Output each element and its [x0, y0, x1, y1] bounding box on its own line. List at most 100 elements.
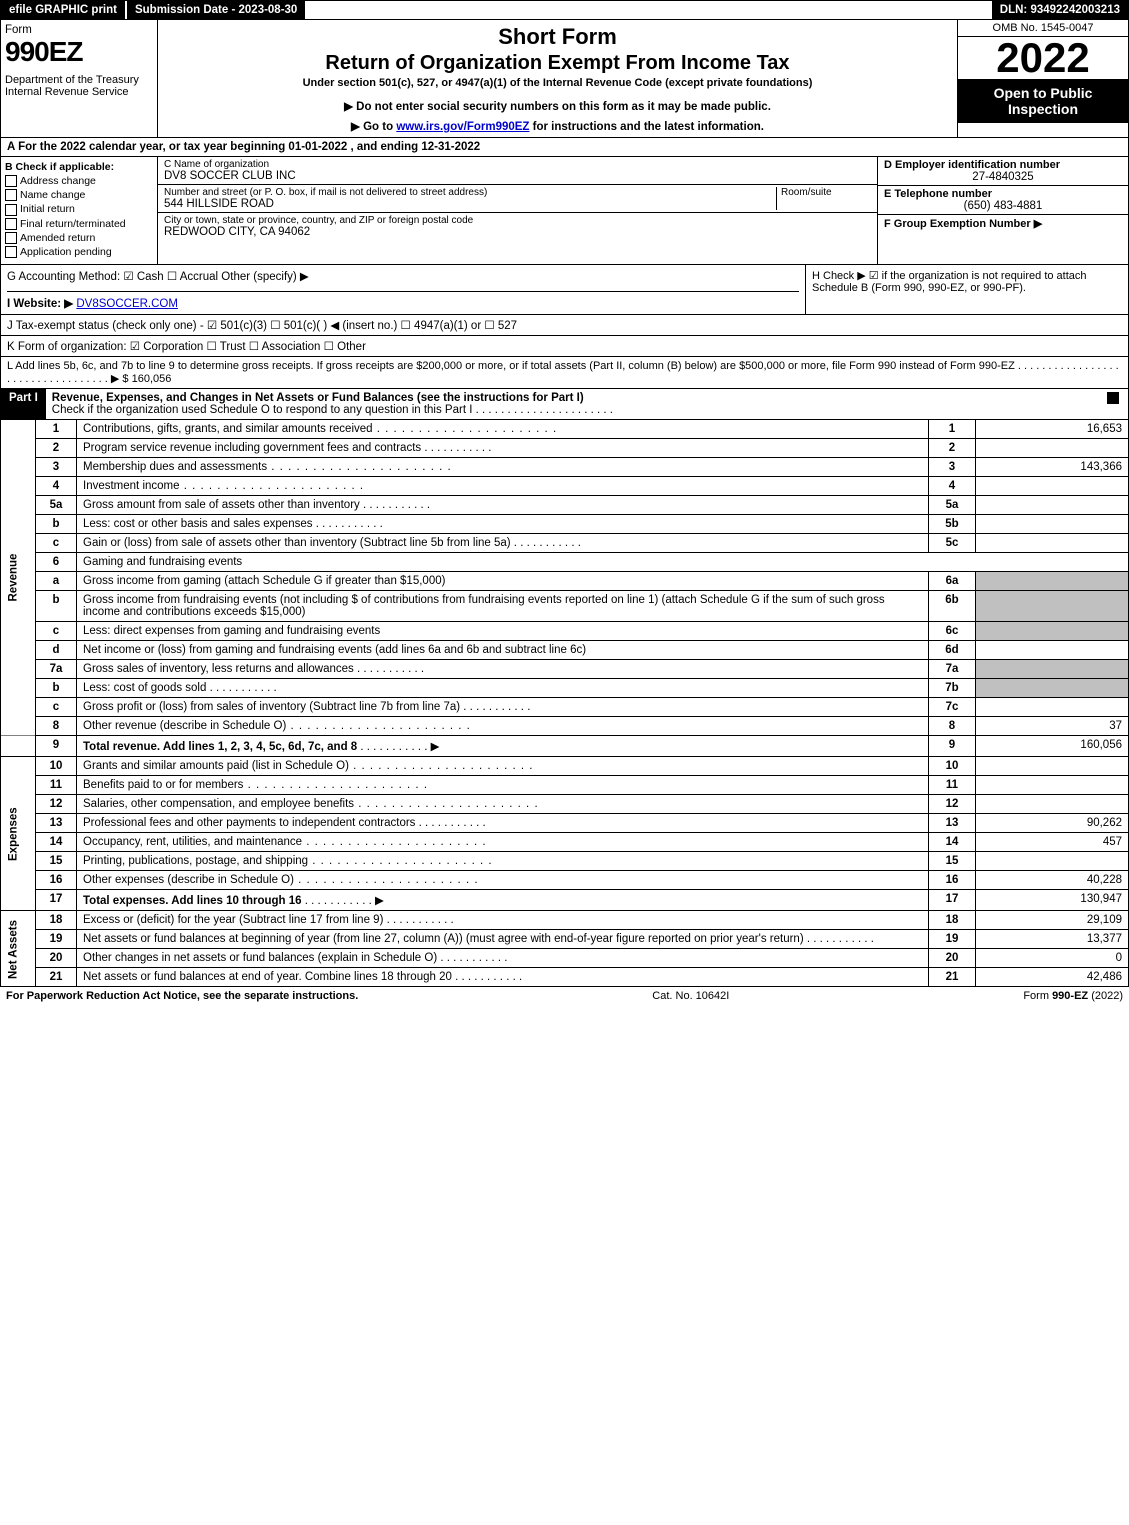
chk-initial-return[interactable]: Initial return	[5, 203, 153, 215]
footer: For Paperwork Reduction Act Notice, see …	[0, 987, 1129, 1005]
line-l: L Add lines 5b, 6c, and 7b to line 9 to …	[0, 357, 1129, 389]
short-form-title: Short Form	[162, 24, 953, 50]
part-1-label: Part I	[1, 389, 46, 419]
line-11-amount	[976, 776, 1129, 795]
line-a: A For the 2022 calendar year, or tax yea…	[0, 138, 1129, 157]
line-6b-desc: Gross income from fundraising events (no…	[77, 591, 929, 622]
part-1-check-text: Check if the organization used Schedule …	[52, 404, 613, 416]
part-1-header: Part I Revenue, Expenses, and Changes in…	[0, 389, 1129, 420]
chk-application-pending[interactable]: Application pending	[5, 246, 153, 258]
chk-name-change[interactable]: Name change	[5, 189, 153, 201]
line-3-amount: 143,366	[976, 458, 1129, 477]
line-13-desc: Professional fees and other payments to …	[77, 814, 929, 833]
line-19-desc: Net assets or fund balances at beginning…	[77, 930, 929, 949]
line-2-amount	[976, 439, 1129, 458]
form-word: Form	[5, 24, 153, 36]
footer-form-ref: Form 990-EZ (2022)	[1023, 990, 1123, 1002]
line-6d-desc: Net income or (loss) from gaming and fun…	[77, 641, 929, 660]
line-19-amount: 13,377	[976, 930, 1129, 949]
line-9-amount: 160,056	[976, 736, 1129, 757]
tax-year: 2022	[958, 37, 1128, 79]
line-18-amount: 29,109	[976, 911, 1129, 930]
line-16-amount: 40,228	[976, 871, 1129, 890]
line-9-desc: Total revenue. Add lines 1, 2, 3, 4, 5c,…	[77, 736, 929, 757]
city-state-zip: REDWOOD CITY, CA 94062	[164, 226, 871, 238]
chk-amended-return[interactable]: Amended return	[5, 232, 153, 244]
gross-receipts: 160,056	[132, 373, 172, 385]
line-15-amount	[976, 852, 1129, 871]
line-14-desc: Occupancy, rent, utilities, and maintena…	[77, 833, 929, 852]
website-link[interactable]: DV8SOCCER.COM	[76, 298, 178, 310]
dept-treasury: Department of the Treasury	[5, 74, 153, 86]
line-7c-amount	[976, 698, 1129, 717]
b-label: B Check if applicable:	[5, 161, 153, 173]
line-1-desc: Contributions, gifts, grants, and simila…	[77, 420, 929, 439]
expenses-sidebar: Expenses	[1, 757, 36, 911]
part-1-title: Revenue, Expenses, and Changes in Net As…	[52, 392, 584, 404]
ssn-warning: ▶ Do not enter social security numbers o…	[162, 99, 953, 113]
irs-label: Internal Revenue Service	[5, 86, 153, 98]
line-5c-amount	[976, 534, 1129, 553]
line-21-desc: Net assets or fund balances at end of ye…	[77, 968, 929, 987]
line-5b-desc: Less: cost or other basis and sales expe…	[77, 515, 929, 534]
line-1-amount: 16,653	[976, 420, 1129, 439]
form-header: Form 990EZ Department of the Treasury In…	[0, 20, 1129, 138]
website-row: I Website: ▶ DV8SOCCER.COM	[7, 296, 799, 310]
line-5a-desc: Gross amount from sale of assets other t…	[77, 496, 929, 515]
line-20-amount: 0	[976, 949, 1129, 968]
street-label: Number and street (or P. O. box, if mail…	[164, 187, 776, 198]
org-name: DV8 SOCCER CLUB INC	[164, 170, 871, 182]
phone-value: (650) 483-4881	[884, 200, 1122, 212]
c-name-label: C Name of organization	[164, 159, 871, 170]
lines-table: Revenue 1Contributions, gifts, grants, a…	[0, 420, 1129, 987]
form-number: 990EZ	[5, 36, 153, 68]
line-6-desc: Gaming and fundraising events	[77, 553, 1129, 572]
accounting-method: G Accounting Method: ☑ Cash ☐ Accrual Ot…	[7, 269, 799, 292]
footer-left: For Paperwork Reduction Act Notice, see …	[6, 990, 358, 1002]
line-14-amount: 457	[976, 833, 1129, 852]
phone-label: E Telephone number	[884, 188, 1122, 200]
submission-date: Submission Date - 2023-08-30	[125, 1, 305, 19]
city-label: City or town, state or province, country…	[164, 215, 871, 226]
line-13-amount: 90,262	[976, 814, 1129, 833]
schedule-b-check: H Check ▶ ☑ if the organization is not r…	[805, 265, 1128, 314]
top-bar: efile GRAPHIC print Submission Date - 20…	[0, 0, 1129, 20]
line-12-desc: Salaries, other compensation, and employ…	[77, 795, 929, 814]
efile-label[interactable]: efile GRAPHIC print	[1, 1, 125, 19]
line-6c-desc: Less: direct expenses from gaming and fu…	[77, 622, 929, 641]
line-20-desc: Other changes in net assets or fund bala…	[77, 949, 929, 968]
line-4-amount	[976, 477, 1129, 496]
part-1-checkbox[interactable]	[1107, 392, 1119, 404]
line-18-desc: Excess or (deficit) for the year (Subtra…	[77, 911, 929, 930]
line-12-amount	[976, 795, 1129, 814]
line-6a-desc: Gross income from gaming (attach Schedul…	[77, 572, 929, 591]
irs-link[interactable]: www.irs.gov/Form990EZ	[396, 121, 529, 133]
line-7b-desc: Less: cost of goods sold	[77, 679, 929, 698]
revenue-sidebar: Revenue	[1, 420, 36, 736]
info-grid: B Check if applicable: Address change Na…	[0, 157, 1129, 265]
chk-final-return[interactable]: Final return/terminated	[5, 218, 153, 230]
line-3-desc: Membership dues and assessments	[77, 458, 929, 477]
line-11-desc: Benefits paid to or for members	[77, 776, 929, 795]
line-16-desc: Other expenses (describe in Schedule O)	[77, 871, 929, 890]
open-public: Open to Public Inspection	[958, 79, 1128, 123]
line-7a-desc: Gross sales of inventory, less returns a…	[77, 660, 929, 679]
room-suite-label: Room/suite	[776, 187, 871, 210]
line-8-desc: Other revenue (describe in Schedule O)	[77, 717, 929, 736]
under-section: Under section 501(c), 527, or 4947(a)(1)…	[162, 77, 953, 89]
line-15-desc: Printing, publications, postage, and shi…	[77, 852, 929, 871]
dln: DLN: 93492242003213	[992, 1, 1128, 19]
street-address: 544 HILLSIDE ROAD	[164, 198, 776, 210]
form-title: Return of Organization Exempt From Incom…	[162, 52, 953, 75]
tax-exempt-status: J Tax-exempt status (check only one) - ☑…	[0, 315, 1129, 336]
chk-address-change[interactable]: Address change	[5, 175, 153, 187]
line-6d-amount	[976, 641, 1129, 660]
goto-line: ▶ Go to www.irs.gov/Form990EZ for instru…	[162, 119, 953, 133]
ein-value: 27-4840325	[884, 171, 1122, 183]
ein-label: D Employer identification number	[884, 159, 1122, 171]
line-8-amount: 37	[976, 717, 1129, 736]
line-17-desc: Total expenses. Add lines 10 through 16 …	[77, 890, 929, 911]
group-exemption-label: F Group Exemption Number ▶	[884, 217, 1122, 230]
line-2-desc: Program service revenue including govern…	[77, 439, 929, 458]
line-4-desc: Investment income	[77, 477, 929, 496]
